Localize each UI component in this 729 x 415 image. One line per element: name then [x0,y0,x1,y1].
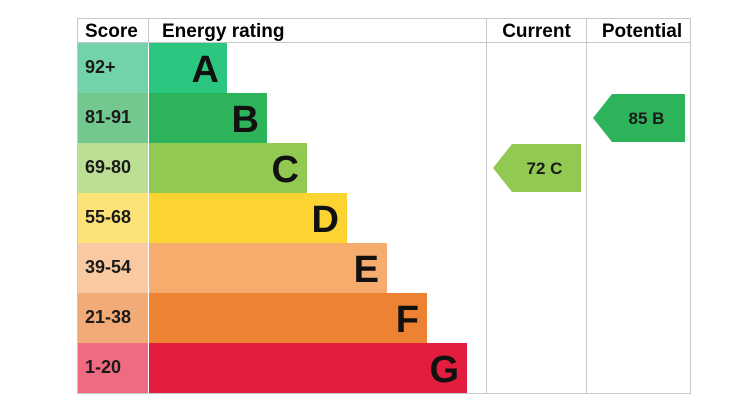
current-rating-label: 72 C [527,159,563,178]
rating-bar-a [149,43,227,93]
band-row-e: 39-54 E [78,243,387,293]
band-letter-f: F [396,299,419,341]
score-range-f: 21-38 [85,307,131,327]
current-arrow-shape [493,144,581,192]
band-letter-e: E [354,249,379,291]
chart-frame [77,18,691,394]
score-range-c: 69-80 [85,157,131,177]
rating-bar-c [149,143,307,193]
band-letter-b: B [232,99,259,141]
band-row-b: 81-91 B [78,93,267,143]
score-range-b: 81-91 [85,107,131,127]
score-range-g: 1-20 [85,357,121,377]
band-letter-g: G [429,349,459,391]
rating-bands: 92+ A 81-91 B 69-80 C 55-68 D 39-54 E 21-38 F 1-20 G [78,43,467,393]
score-range-a: 92+ [85,57,116,77]
band-letter-c: C [272,149,299,191]
band-letter-d: D [312,199,339,241]
band-row-a: 92+ A [78,43,227,93]
potential-rating-label: 85 B [629,109,665,128]
score-cell-c [78,143,148,193]
score-cell-g [78,343,148,393]
energy-rating-header: Energy rating [162,21,284,42]
chart-grid [77,18,691,394]
rating-bar-g [149,343,467,393]
score-cell-a [78,43,148,93]
band-letter-a: A [192,49,219,91]
rating-bar-f [149,293,427,343]
potential-arrow-shape [593,94,685,142]
band-row-d: 55-68 D [78,193,347,243]
score-range-e: 39-54 [85,257,131,277]
rating-bar-b [149,93,267,143]
current-header: Current [502,21,571,42]
rating-bar-d [149,193,347,243]
score-cell-b [78,93,148,143]
score-cell-e [78,243,148,293]
band-row-c: 69-80 C [78,143,307,193]
current-rating-arrow: 72 C [493,144,581,192]
potential-rating-arrow: 85 B [593,94,685,142]
band-row-g: 1-20 G [78,343,467,393]
band-row-f: 21-38 F [78,293,427,343]
score-cell-f [78,293,148,343]
rating-arrows: 72 C 85 B [493,94,685,192]
potential-header: Potential [602,21,682,42]
score-header: Score [85,21,138,42]
rating-bar-e [149,243,387,293]
score-range-d: 55-68 [85,207,131,227]
score-cell-d [78,193,148,243]
